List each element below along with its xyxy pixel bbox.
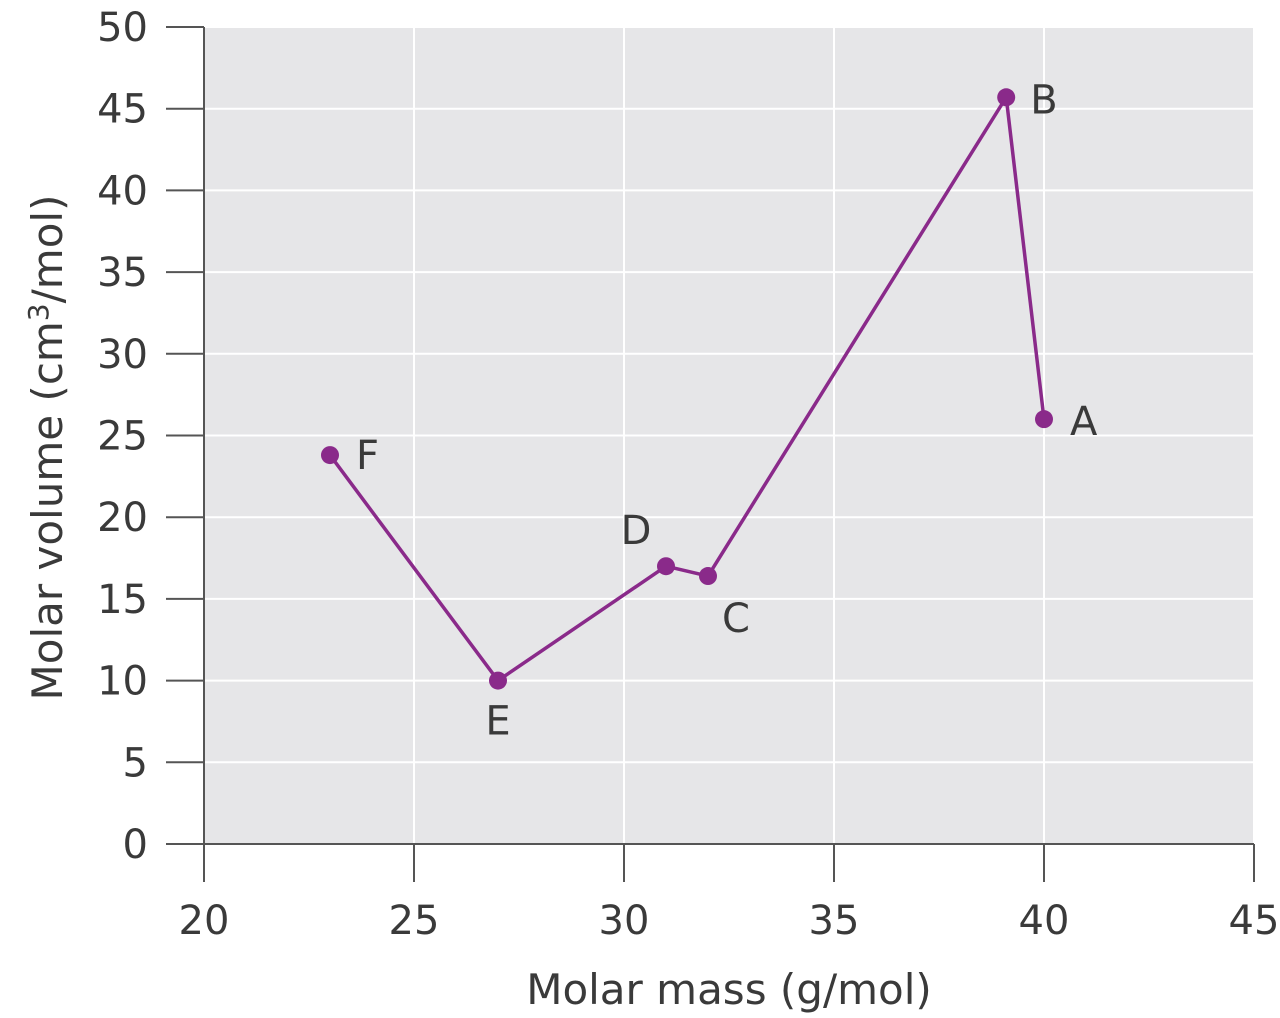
grid <box>204 26 1255 844</box>
point-label-b: B <box>1030 77 1057 123</box>
y-axis-ticks: 0 5 10 15 20 25 30 35 40 45 50 <box>97 5 204 868</box>
point-labels: F E D C B A <box>356 77 1098 744</box>
y-tick-label: 10 <box>97 659 148 705</box>
x-tick-label: 35 <box>809 898 860 944</box>
data-point-b <box>997 88 1016 107</box>
data-point-d <box>657 557 675 576</box>
series-line <box>328 95 1046 683</box>
data-point-f <box>321 446 339 465</box>
y-tick-label: 15 <box>97 577 148 623</box>
x-tick-label: 45 <box>1229 898 1280 944</box>
y-tick-label: 45 <box>97 87 148 133</box>
y-tick-label: 50 <box>97 5 148 51</box>
data-point-e <box>489 671 507 690</box>
y-tick-label: 35 <box>97 250 148 296</box>
y-axis-title: Molar volume (cm3/mol) <box>22 195 72 701</box>
x-tick-label: 20 <box>179 898 230 944</box>
x-axis-ticks: 20 25 30 35 40 45 <box>179 844 1280 944</box>
point-label-f: F <box>356 433 379 479</box>
y-tick-label: 25 <box>97 414 148 460</box>
data-point-a <box>1035 410 1053 429</box>
data-point-c <box>699 567 717 586</box>
axes <box>166 27 1254 882</box>
y-axis-title-main: Molar volume (cm <box>23 321 72 700</box>
y-axis-title-tail: /mol) <box>23 195 72 304</box>
x-tick-label: 40 <box>1019 898 1070 944</box>
x-tick-label: 30 <box>599 898 650 944</box>
point-label-a: A <box>1070 399 1098 445</box>
point-label-c: C <box>722 596 750 642</box>
y-tick-label: 30 <box>97 332 148 378</box>
y-axis-title-superscript: 3 <box>22 303 55 321</box>
y-tick-label: 20 <box>97 495 148 541</box>
y-tick-label: 5 <box>123 740 148 786</box>
y-tick-label: 0 <box>123 822 148 868</box>
point-label-d: D <box>621 508 652 554</box>
y-tick-label: 40 <box>97 168 148 214</box>
point-label-e: E <box>485 699 510 745</box>
x-tick-label: 25 <box>389 898 440 944</box>
x-axis-title: Molar mass (g/mol) <box>526 965 932 1014</box>
series-layer <box>321 88 1053 690</box>
